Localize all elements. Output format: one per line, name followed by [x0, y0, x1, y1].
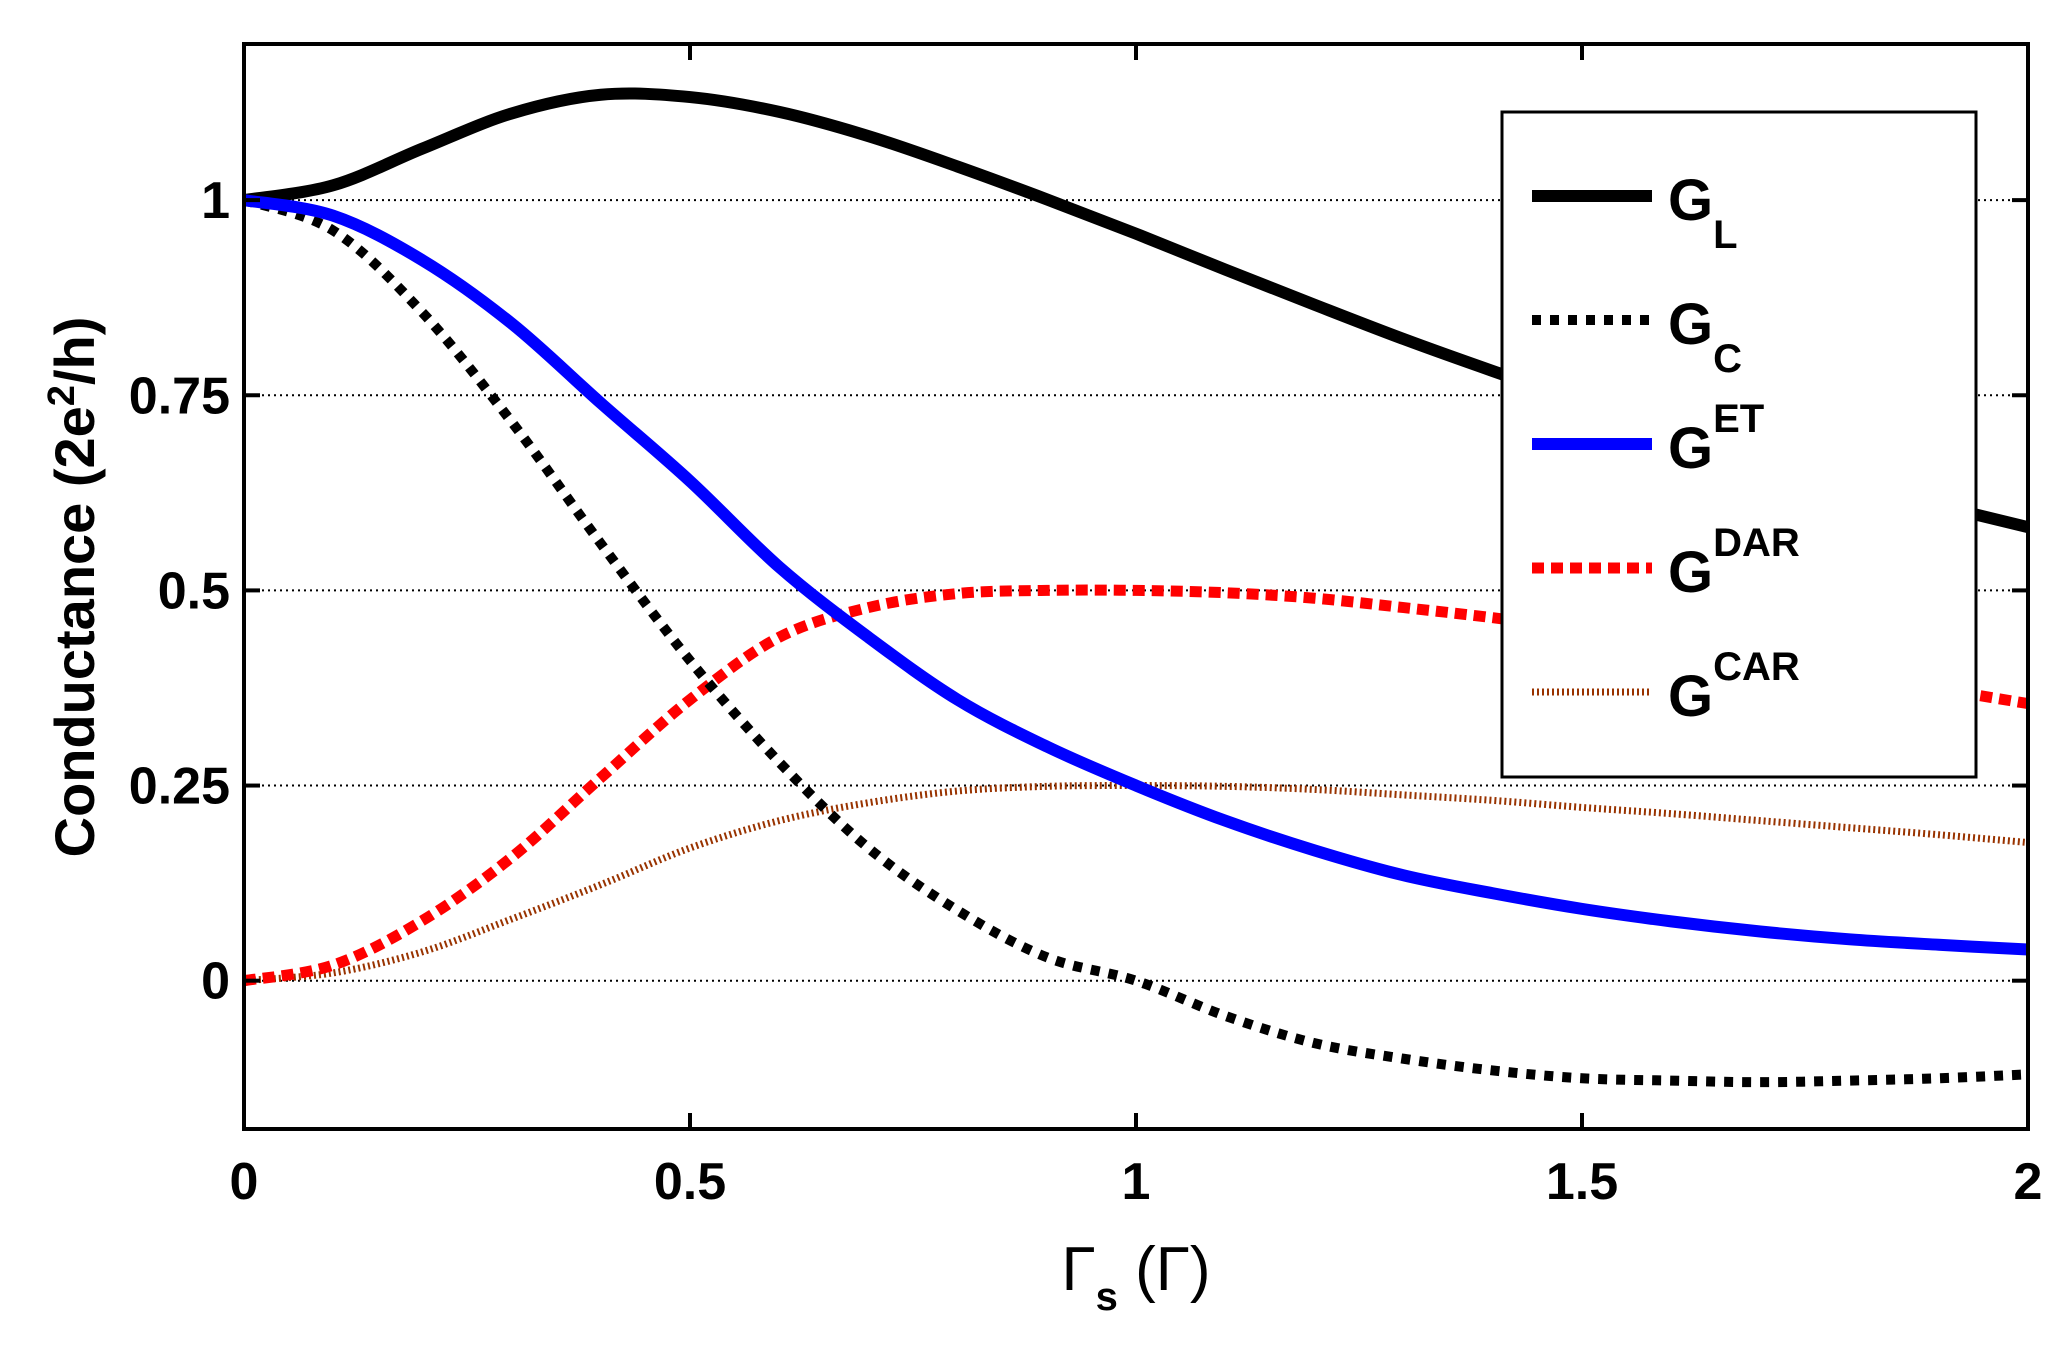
legend-label-base: G	[1668, 664, 1713, 729]
legend-label-sub: L	[1713, 213, 1737, 257]
x-tick-labels: 0 0.5 1 1.5 2	[230, 1153, 2043, 1211]
legend-label-base: G	[1668, 416, 1713, 481]
legend-label: GC	[1668, 292, 1742, 381]
y-axis-title-sup: 2	[41, 385, 83, 406]
series-line-get	[244, 194, 2028, 956]
x-tick-label: 0.5	[654, 1153, 726, 1211]
x-axis-title-tail: (Γ)	[1118, 1235, 1211, 1304]
x-axis-title: Γs (Γ)	[1061, 1235, 1210, 1319]
series-line-gcar	[244, 782, 2028, 985]
y-tick-label: 0.75	[129, 367, 230, 425]
legend-label: GCAR	[1668, 645, 1800, 729]
x-tick-label: 1	[1122, 1153, 1151, 1211]
y-tick-labels: 0 0.25 0.5 0.75 1	[129, 172, 230, 1011]
y-axis-title: Conductance (2e2/h)	[41, 317, 106, 858]
legend-label-base: G	[1668, 292, 1713, 357]
x-tick-label: 0	[230, 1153, 259, 1211]
y-axis-title-post: /h)	[43, 317, 106, 385]
x-tick-label: 2	[2014, 1153, 2043, 1211]
legend-label-sup: CAR	[1713, 645, 1800, 689]
legend-label: GET	[1668, 397, 1764, 481]
y-tick-label: 0.5	[158, 562, 230, 620]
y-tick-label: 0	[201, 953, 230, 1011]
legend-label: GDAR	[1668, 521, 1800, 605]
y-tick-label: 1	[201, 172, 230, 230]
legend-label: GL	[1668, 168, 1738, 257]
x-axis-title-sub: s	[1096, 1275, 1118, 1319]
legend-label-base: G	[1668, 168, 1713, 233]
legend-label-base: G	[1668, 540, 1713, 605]
legend-label-sub: C	[1713, 337, 1742, 381]
y-axis-title-pre: Conductance (2e	[43, 406, 106, 857]
legend-label-sup: ET	[1713, 397, 1764, 441]
series-line-gc	[244, 195, 2028, 1088]
x-tick-label: 1.5	[1546, 1153, 1618, 1211]
legend-label-sup: DAR	[1713, 521, 1800, 565]
x-axis-title-main: Γ	[1061, 1235, 1095, 1304]
y-tick-label: 0.25	[129, 758, 230, 816]
axis-ticks	[242, 44, 2030, 1129]
